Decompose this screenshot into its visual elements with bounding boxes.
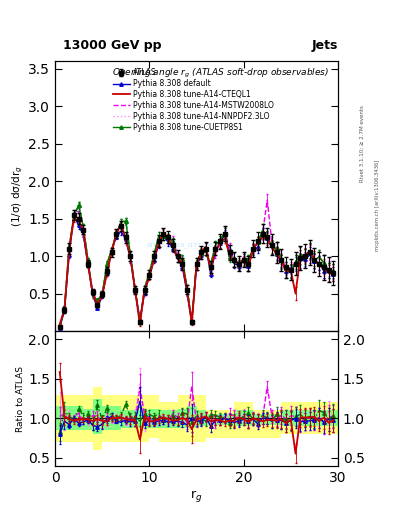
Pythia 8.308 tune-A14-NNPDF2.3LO xyxy=(105,271,109,278)
Pythia 8.308 tune-A14-NNPDF2.3LO xyxy=(90,291,95,297)
Pythia 8.308 default xyxy=(204,244,208,250)
Pythia 8.308 tune-A14-CTEQL1 xyxy=(208,267,213,273)
Pythia 8.308 tune-A14-CTEQL1 xyxy=(138,322,142,328)
Pythia 8.308 default xyxy=(72,212,76,219)
Pythia 8.308 tune-A14-CTEQL1 xyxy=(265,236,270,242)
Line: Pythia 8.308 tune-CUETP8S1: Pythia 8.308 tune-CUETP8S1 xyxy=(58,203,335,329)
Pythia 8.308 tune-A14-CTEQL1 xyxy=(67,246,72,252)
Pythia 8.308 tune-A14-NNPDF2.3LO xyxy=(331,269,336,275)
Pythia 8.308 tune-A14-CTEQL1 xyxy=(90,290,95,296)
Pythia 8.308 tune-A14-MSTW2008LO xyxy=(331,268,336,274)
Pythia 8.308 tune-CUETP8S1 xyxy=(90,293,95,299)
Pythia 8.308 tune-A14-NNPDF2.3LO xyxy=(133,285,138,291)
Pythia 8.308 tune-A14-MSTW2008LO xyxy=(100,293,105,300)
Pythia 8.308 tune-CUETP8S1 xyxy=(67,244,72,250)
Text: ATLAS_2019_I1772062: ATLAS_2019_I1772062 xyxy=(147,242,218,248)
Pythia 8.308 tune-A14-CTEQL1 xyxy=(105,271,109,277)
Pythia 8.308 tune-CUETP8S1 xyxy=(57,324,62,330)
Legend: ATLAS, Pythia 8.308 default, Pythia 8.308 tune-A14-CTEQL1, Pythia 8.308 tune-A14: ATLAS, Pythia 8.308 default, Pythia 8.30… xyxy=(110,65,277,135)
Line: Pythia 8.308 default: Pythia 8.308 default xyxy=(58,214,335,329)
Pythia 8.308 tune-CUETP8S1 xyxy=(260,227,265,233)
Pythia 8.308 tune-A14-MSTW2008LO xyxy=(199,251,204,257)
Line: Pythia 8.308 tune-A14-NNPDF2.3LO: Pythia 8.308 tune-A14-NNPDF2.3LO xyxy=(60,217,333,326)
Line: Pythia 8.308 tune-A14-CTEQL1: Pythia 8.308 tune-A14-CTEQL1 xyxy=(60,219,333,325)
Pythia 8.308 default xyxy=(133,288,138,294)
Pythia 8.308 default xyxy=(260,230,265,237)
Y-axis label: Ratio to ATLAS: Ratio to ATLAS xyxy=(17,366,26,432)
Pythia 8.308 default xyxy=(105,269,109,275)
Pythia 8.308 tune-A14-CTEQL1 xyxy=(72,216,76,222)
Text: Opening angle r$_g$ (ATLAS soft-drop observables): Opening angle r$_g$ (ATLAS soft-drop obs… xyxy=(112,67,329,80)
Pythia 8.308 tune-A14-NNPDF2.3LO xyxy=(260,231,265,237)
Pythia 8.308 tune-A14-MSTW2008LO xyxy=(86,262,90,268)
Pythia 8.308 tune-A14-CTEQL1 xyxy=(133,288,138,294)
Pythia 8.308 default xyxy=(67,252,72,258)
Pythia 8.308 default xyxy=(90,292,95,298)
Pythia 8.308 tune-A14-NNPDF2.3LO xyxy=(72,214,76,220)
Pythia 8.308 tune-A14-CTEQL1 xyxy=(57,321,62,327)
Pythia 8.308 tune-A14-NNPDF2.3LO xyxy=(67,241,72,247)
Text: Rivet 3.1.10; ≥ 2.7M events: Rivet 3.1.10; ≥ 2.7M events xyxy=(360,105,365,182)
Line: Pythia 8.308 tune-A14-MSTW2008LO: Pythia 8.308 tune-A14-MSTW2008LO xyxy=(60,200,333,327)
Text: Jets: Jets xyxy=(312,38,338,52)
Pythia 8.308 tune-A14-MSTW2008LO xyxy=(67,248,72,254)
Pythia 8.308 tune-A14-CTEQL1 xyxy=(331,271,336,277)
Text: mcplots.cern.ch [arXiv:1306.3436]: mcplots.cern.ch [arXiv:1306.3436] xyxy=(375,159,380,250)
Text: 13000 GeV pp: 13000 GeV pp xyxy=(63,38,162,52)
Pythia 8.308 tune-CUETP8S1 xyxy=(76,202,81,208)
Pythia 8.308 tune-A14-NNPDF2.3LO xyxy=(57,323,62,329)
Pythia 8.308 tune-A14-MSTW2008LO xyxy=(57,324,62,330)
Pythia 8.308 tune-CUETP8S1 xyxy=(133,286,138,292)
Pythia 8.308 tune-A14-MSTW2008LO xyxy=(255,241,260,247)
Pythia 8.308 default xyxy=(57,325,62,331)
Pythia 8.308 tune-A14-MSTW2008LO xyxy=(128,252,133,259)
Pythia 8.308 tune-A14-NNPDF2.3LO xyxy=(204,248,208,254)
X-axis label: r$_g$: r$_g$ xyxy=(190,487,203,504)
Pythia 8.308 tune-CUETP8S1 xyxy=(204,249,208,255)
Pythia 8.308 tune-CUETP8S1 xyxy=(331,268,336,274)
Pythia 8.308 tune-CUETP8S1 xyxy=(105,261,109,267)
Pythia 8.308 default xyxy=(331,271,336,277)
Pythia 8.308 tune-A14-MSTW2008LO xyxy=(265,197,270,203)
Y-axis label: (1/σ) dσ/dr$_g$: (1/σ) dσ/dr$_g$ xyxy=(11,165,26,227)
